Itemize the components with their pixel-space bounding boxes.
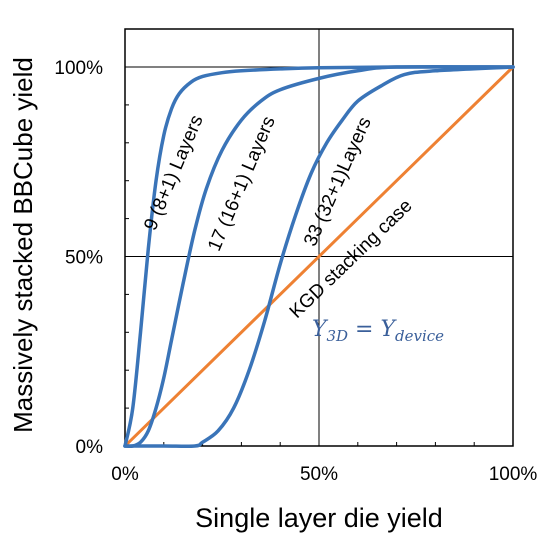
series-line-9-layers xyxy=(123,65,515,448)
y-tick-label-50: 50% xyxy=(65,248,103,269)
y-tick-label-0: 0% xyxy=(76,437,104,458)
equation-equals-y: = Y xyxy=(348,317,397,342)
equation-y-main: Y xyxy=(312,317,329,342)
equation-subscript-3d: 3D xyxy=(326,327,348,345)
equation-label: Y3D = Ydevice xyxy=(312,317,444,345)
series-label-kgd: KGD stacking case xyxy=(286,195,417,322)
x-axis-label: Single layer die yield xyxy=(195,503,443,533)
x-tick-label-100: 100% xyxy=(489,464,538,485)
series-label-17-layers: 17 (16+1) Layers xyxy=(204,113,280,254)
series-line-17-layers xyxy=(123,64,515,449)
y-axis-label: Massively stacked BBCube yield xyxy=(8,57,38,433)
series-line-kgd xyxy=(123,65,515,448)
series-line-33-layers xyxy=(123,65,515,449)
y-tick-labels: 0% 50% 100% xyxy=(54,58,103,458)
x-tick-labels: 0% 50% 100% xyxy=(111,464,537,485)
equation-subscript-device: device xyxy=(395,327,444,345)
y-tick-label-100: 100% xyxy=(54,58,103,79)
tick-marks xyxy=(125,104,475,446)
x-tick-label-0: 0% xyxy=(111,464,139,485)
series-group xyxy=(123,64,515,449)
x-tick-label-50: 50% xyxy=(300,464,338,485)
series-label-33-layers: 33 (32+1)Layers xyxy=(300,114,376,249)
